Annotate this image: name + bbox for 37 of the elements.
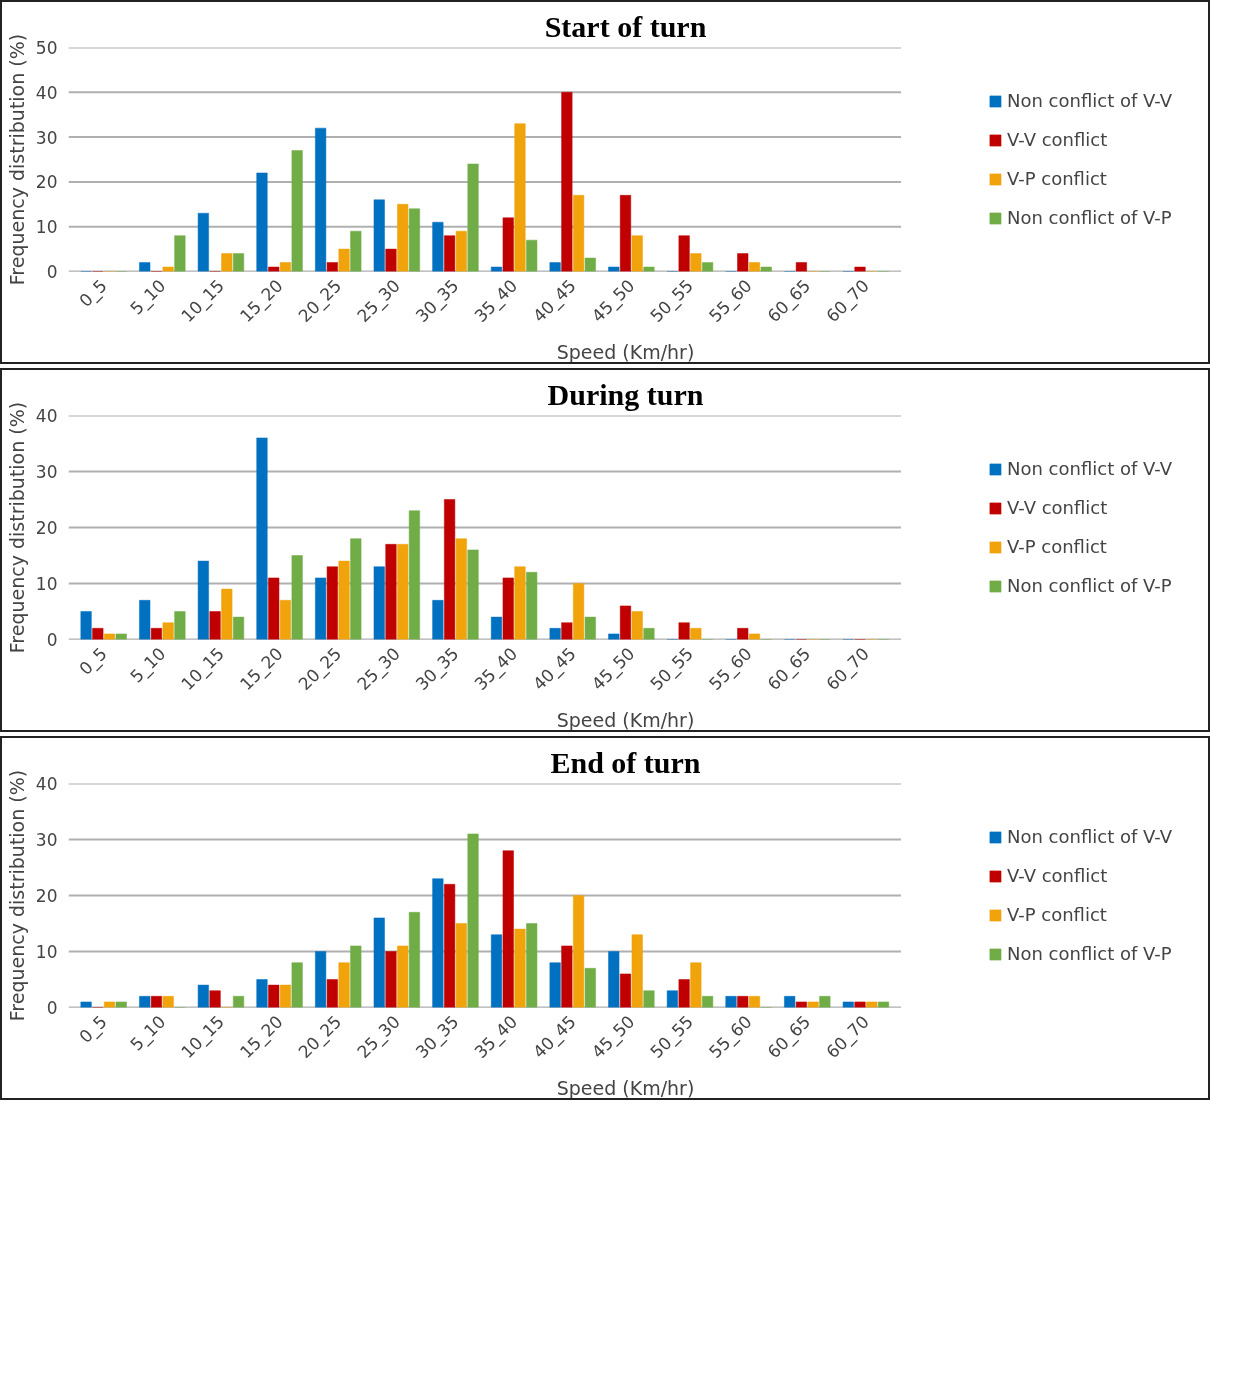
legend-label: Non conflict of V-V [1006,826,1172,847]
chart-title: End of turn [550,745,701,779]
y-tick-label: 20 [35,518,58,538]
y-tick-label: 50 [35,38,58,58]
y-tick-label: 30 [35,127,58,148]
legend-label: V-V conflict [1006,497,1108,518]
y-tick-label: 0 [46,630,58,650]
legend-label: Non conflict of V-P [1006,943,1172,964]
y-tick-label: 10 [35,574,58,594]
y-axis-title: Frequency distribution (%) [5,33,28,286]
y-tick-label: 40 [35,406,58,426]
y-tick-label: 40 [35,774,58,794]
chart-title: During turn [547,377,704,411]
y-tick-label: 10 [35,217,58,238]
y-tick-label: 30 [35,830,58,850]
legend-label: V-P conflict [1006,536,1107,557]
x-tick-label: 0_5 [75,1011,112,1048]
y-axis-title: Frequency distribution (%) [5,769,28,1022]
legend-label: Non conflict of V-V [1006,458,1172,479]
y-tick-label: 0 [46,998,58,1018]
y-tick-label: 10 [35,942,58,962]
legend-label: Non conflict of V-V [1006,90,1172,111]
chart-title: Start of turn [544,9,707,43]
legend-label: Non conflict of V-P [1006,207,1172,228]
legend-label: V-P conflict [1006,168,1107,189]
x-tick-label: 0_5 [75,275,112,312]
y-tick-label: 40 [35,82,58,103]
y-tick-label: 30 [35,462,58,482]
legend-label: V-P conflict [1006,904,1107,925]
legend-label: Non conflict of V-P [1006,575,1172,596]
legend-label: V-V conflict [1006,865,1108,886]
legend-label: V-V conflict [1006,129,1108,150]
y-tick-label: 20 [35,172,58,193]
y-tick-label: 20 [35,886,58,906]
y-tick-label: 0 [46,262,58,282]
x-tick-label: 0_5 [75,643,112,680]
y-axis-title: Frequency distribution (%) [5,401,28,654]
